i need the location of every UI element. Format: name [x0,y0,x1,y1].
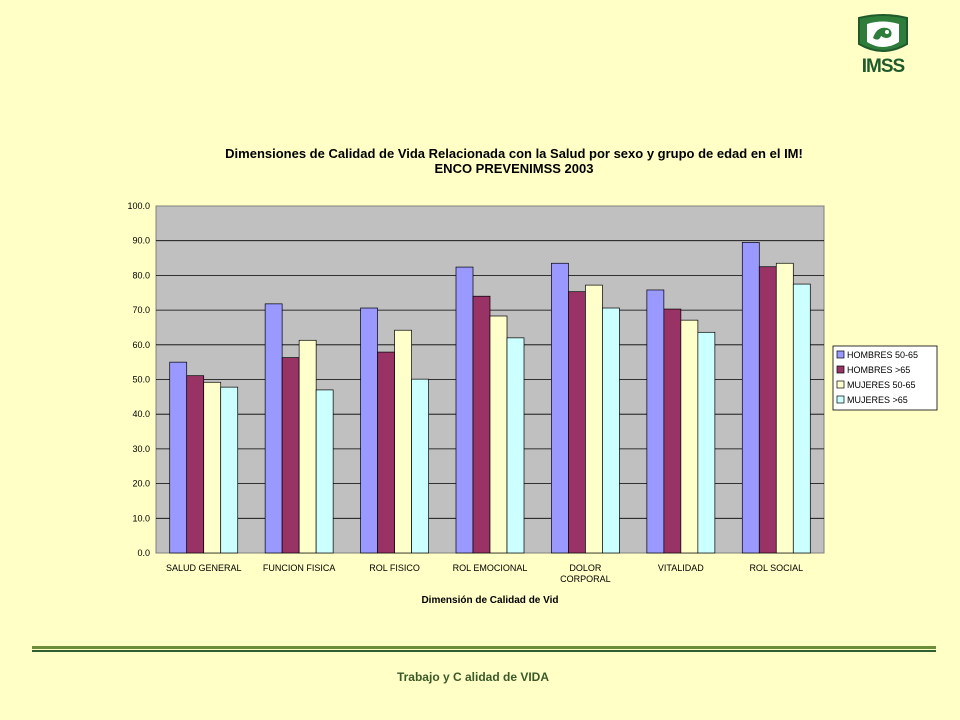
y-tick-label: 0.0 [137,548,150,558]
bar [472,295,491,554]
bar [298,339,317,554]
bar [646,289,665,554]
bar [680,319,699,554]
bar [489,315,508,554]
y-tick-label: 70.0 [132,305,150,315]
legend: HOMBRES 50-65 HOMBRES >65 MUJERES 50-65 MUJ… [832,345,938,411]
bar [315,389,334,554]
legend-swatch [836,350,845,359]
y-tick-labels: 0.0 10.0 20.0 30.0 40.0 50.0 60.0 70.0 80.0 90.0 1… [127,201,150,558]
category-label: DOLOR [569,563,602,573]
category-label: ROL SOCIAL [749,563,803,573]
bar [506,337,525,554]
imss-logo: IMSS [853,14,913,80]
bar [741,242,760,554]
bar [377,351,395,554]
bar [697,331,716,554]
y-tick-label: 50.0 [132,375,150,385]
bar [220,386,239,554]
chart-title-line-2: ENCO PREVENIMSS 2003 [435,161,594,176]
bar [394,329,412,554]
legend-label: HOMBRES >65 [847,365,910,375]
y-tick-label: 60.0 [132,340,150,350]
x-axis-title: Dimensión de Calidad de Vid [421,595,558,606]
footer-rule-dark [32,650,936,652]
bars [169,242,811,554]
legend-label: MUJERES >65 [847,395,908,405]
bar [203,381,222,554]
bar [551,262,569,554]
bar [775,262,794,554]
bar [568,291,586,554]
bar [663,308,682,554]
category-label: CORPORAL [560,574,611,584]
legend-swatch [836,395,845,404]
category-label: FUNCION FISICA [263,563,336,573]
y-tick-label: 10.0 [132,513,150,523]
bar [169,361,188,554]
footer-text: Trabajo y C alidad de VIDA [396,670,550,684]
legend-swatch [836,365,845,374]
footer-rule [32,646,936,649]
bar [585,284,603,554]
bar [186,375,205,554]
bar [602,307,620,554]
y-tick-label: 90.0 [132,236,150,246]
category-label: VITALIDAD [658,563,704,573]
category-label: ROL FISICO [369,563,420,573]
legend-label: HOMBRES 50-65 [847,350,918,360]
bar [281,357,300,554]
category-label: SALUD GENERAL [166,563,242,573]
y-tick-label: 30.0 [132,444,150,454]
y-tick-label: 20.0 [132,479,150,489]
category-label: ROL EMOCIONAL [453,563,528,573]
y-tick-label: 100.0 [127,201,150,211]
logo-text: IMSS [861,56,905,77]
bar [360,307,378,554]
category-labels: SALUD GENERAL FUNCION FISICA ROL FISICO ROL… [166,563,803,584]
y-tick-label: 80.0 [132,270,150,280]
legend-label: MUJERES 50-65 [847,380,916,390]
imss-eagle-logo-icon [858,14,908,52]
bar [792,283,811,554]
legend-swatch [836,380,845,389]
bar [264,303,283,554]
bar [758,266,777,554]
legend-box [832,345,938,411]
bar [411,378,429,554]
y-tick-label: 40.0 [132,409,150,419]
chart-title-line-1: Dimensiones de Calidad de Vida Relaciona… [225,146,803,161]
bar [455,266,474,554]
